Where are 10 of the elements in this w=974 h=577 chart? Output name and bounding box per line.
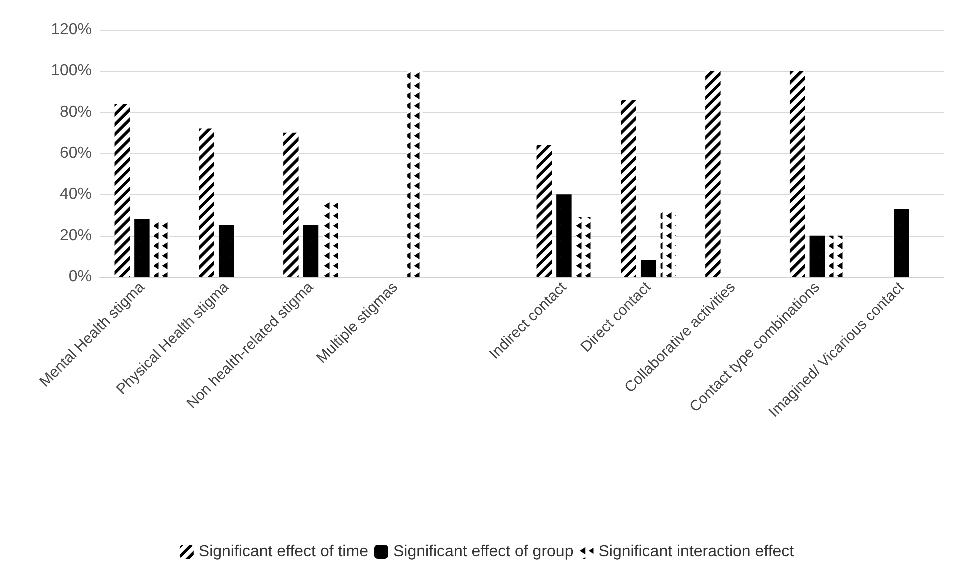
y-tick-label: 0%: [68, 268, 92, 286]
legend-label: Significant effect of group: [393, 544, 574, 560]
legend-label: Significant effect of time: [198, 544, 369, 560]
y-tick-label: 100%: [51, 62, 92, 80]
y-tick-label: 80%: [60, 104, 92, 121]
y-tick-label: 60%: [60, 145, 92, 162]
y-tick-label: 20%: [60, 227, 92, 244]
legend-label: Significant interaction effect: [598, 544, 795, 560]
y-tick-label: 40%: [60, 186, 92, 204]
y-tick-label: 120%: [51, 22, 92, 38]
